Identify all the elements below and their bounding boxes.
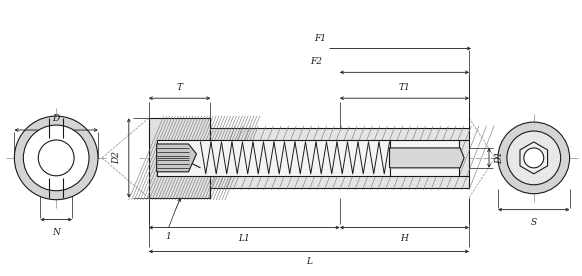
Text: D: D	[52, 114, 60, 123]
Circle shape	[38, 140, 74, 176]
Polygon shape	[157, 144, 197, 172]
Circle shape	[23, 125, 89, 191]
Circle shape	[524, 148, 544, 168]
Text: D2: D2	[112, 152, 121, 164]
Polygon shape	[520, 142, 548, 174]
Text: T1: T1	[399, 83, 410, 92]
Circle shape	[498, 122, 570, 194]
Text: H: H	[400, 233, 409, 243]
Circle shape	[15, 116, 98, 200]
Circle shape	[507, 131, 560, 185]
Text: S: S	[531, 217, 537, 227]
Polygon shape	[149, 118, 211, 198]
Polygon shape	[389, 148, 464, 168]
Bar	[211, 128, 469, 188]
Text: N: N	[52, 227, 60, 237]
Text: F1: F1	[314, 34, 326, 44]
Text: L: L	[306, 258, 312, 266]
Text: F2: F2	[310, 57, 322, 66]
Text: D1: D1	[495, 152, 504, 164]
Polygon shape	[211, 128, 469, 188]
Text: 1: 1	[166, 232, 172, 240]
Polygon shape	[157, 140, 459, 176]
Text: L1: L1	[239, 233, 250, 243]
Text: T: T	[176, 83, 183, 92]
Bar	[149, 118, 211, 198]
